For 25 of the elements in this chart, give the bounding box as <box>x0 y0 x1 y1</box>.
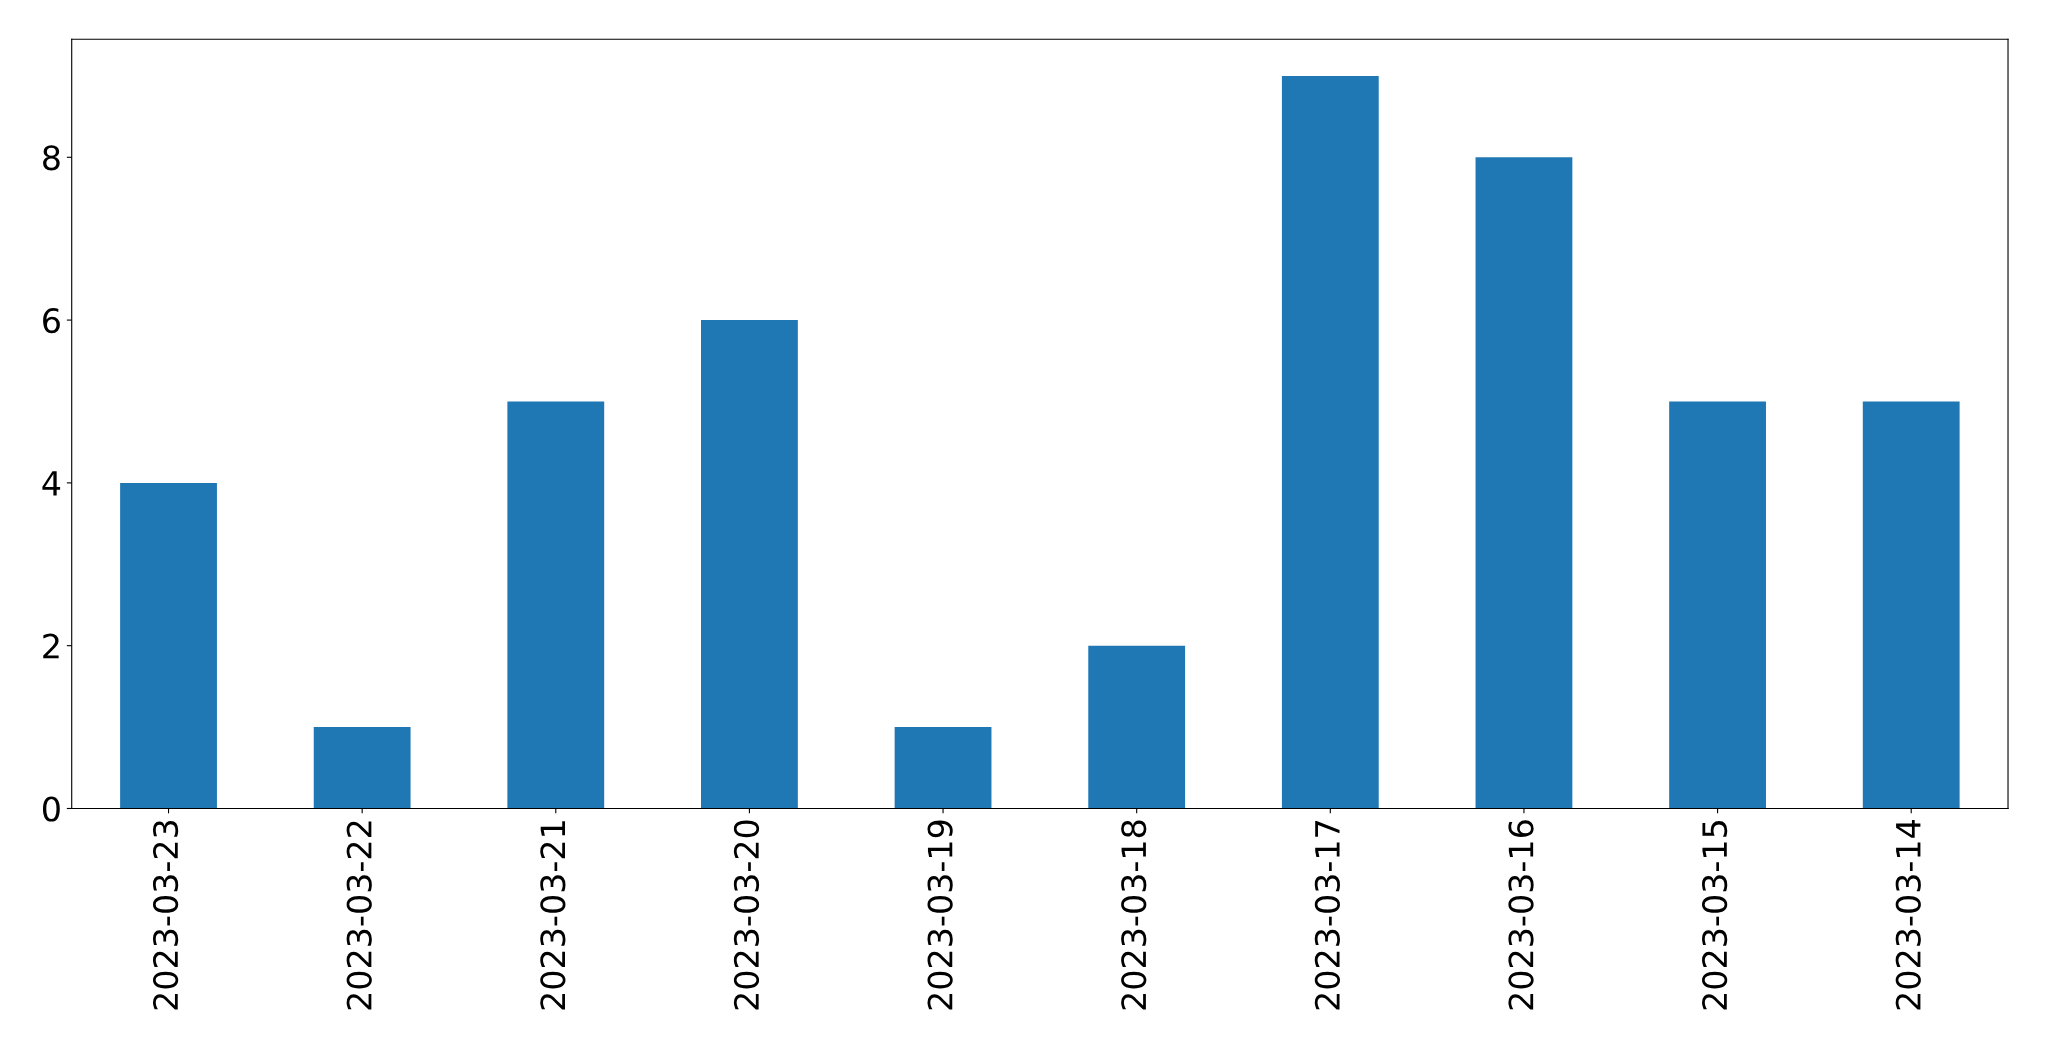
bar <box>1475 157 1573 809</box>
bar <box>894 727 992 809</box>
y-tick-label: 0 <box>42 796 60 822</box>
bar <box>507 401 605 809</box>
x-tick-label: 2023-03-18 <box>1121 820 1147 1010</box>
bar <box>1862 401 1960 809</box>
x-tick-label: 2023-03-14 <box>1895 820 1921 1010</box>
x-tick-label: 2023-03-16 <box>1508 820 1534 1010</box>
bar <box>1669 401 1766 809</box>
x-tick-label: 2023-03-23 <box>152 820 179 1010</box>
x-tick-label: 2023-03-17 <box>1314 821 1340 1010</box>
bar <box>1088 645 1186 809</box>
x-tick-label: 2023-03-21 <box>540 821 566 1010</box>
y-tick-label: 8 <box>43 145 60 171</box>
x-tick-label: 2023-03-22 <box>346 821 372 1010</box>
x-tick-label: 2023-03-15 <box>1702 821 1728 1010</box>
y-tick-label: 4 <box>42 471 61 496</box>
y-tick-label: 6 <box>43 308 60 334</box>
bar <box>1281 75 1379 809</box>
x-tick-label: 2023-03-19 <box>927 820 953 1010</box>
bar <box>701 320 798 809</box>
y-tick-label: 2 <box>43 633 59 659</box>
bar <box>313 727 411 809</box>
x-tick-label: 2023-03-20 <box>733 820 760 1010</box>
bar <box>120 482 217 809</box>
